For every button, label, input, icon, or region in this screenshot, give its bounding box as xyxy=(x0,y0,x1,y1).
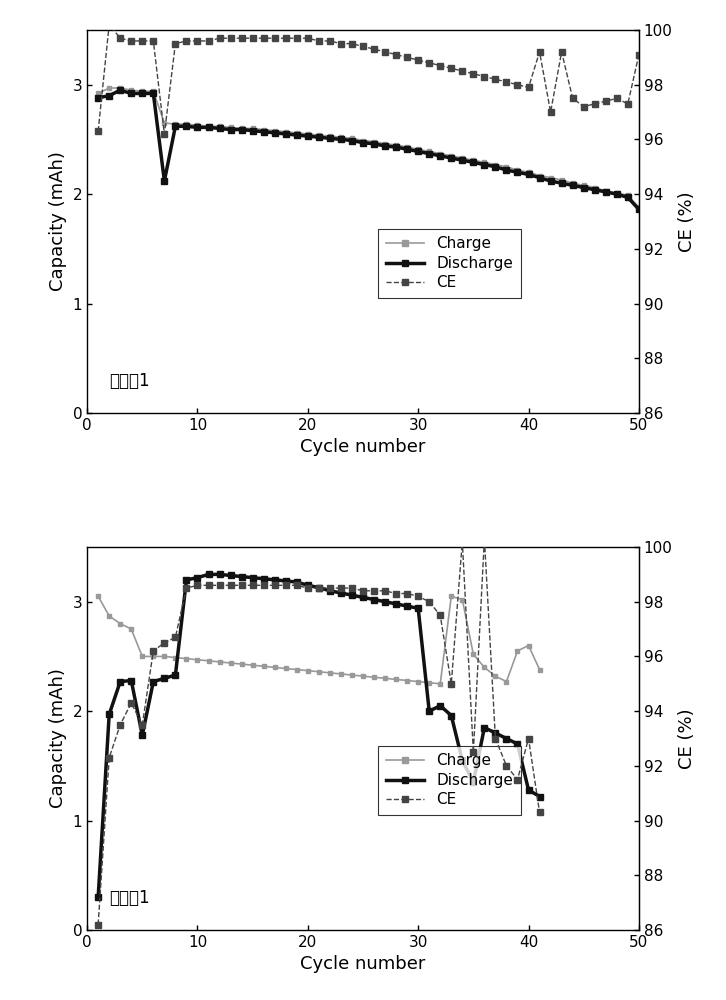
X-axis label: Cycle number: Cycle number xyxy=(301,955,425,973)
Y-axis label: Capacity (mAh): Capacity (mAh) xyxy=(49,152,67,291)
Y-axis label: CE (%): CE (%) xyxy=(678,191,696,252)
Legend: Charge, Discharge, CE: Charge, Discharge, CE xyxy=(378,746,521,815)
Y-axis label: CE (%): CE (%) xyxy=(678,708,696,769)
Text: 对比例1: 对比例1 xyxy=(109,889,150,907)
Text: 实施例1: 实施例1 xyxy=(109,372,150,390)
X-axis label: Cycle number: Cycle number xyxy=(301,438,425,456)
Legend: Charge, Discharge, CE: Charge, Discharge, CE xyxy=(378,229,521,298)
Y-axis label: Capacity (mAh): Capacity (mAh) xyxy=(49,669,67,808)
